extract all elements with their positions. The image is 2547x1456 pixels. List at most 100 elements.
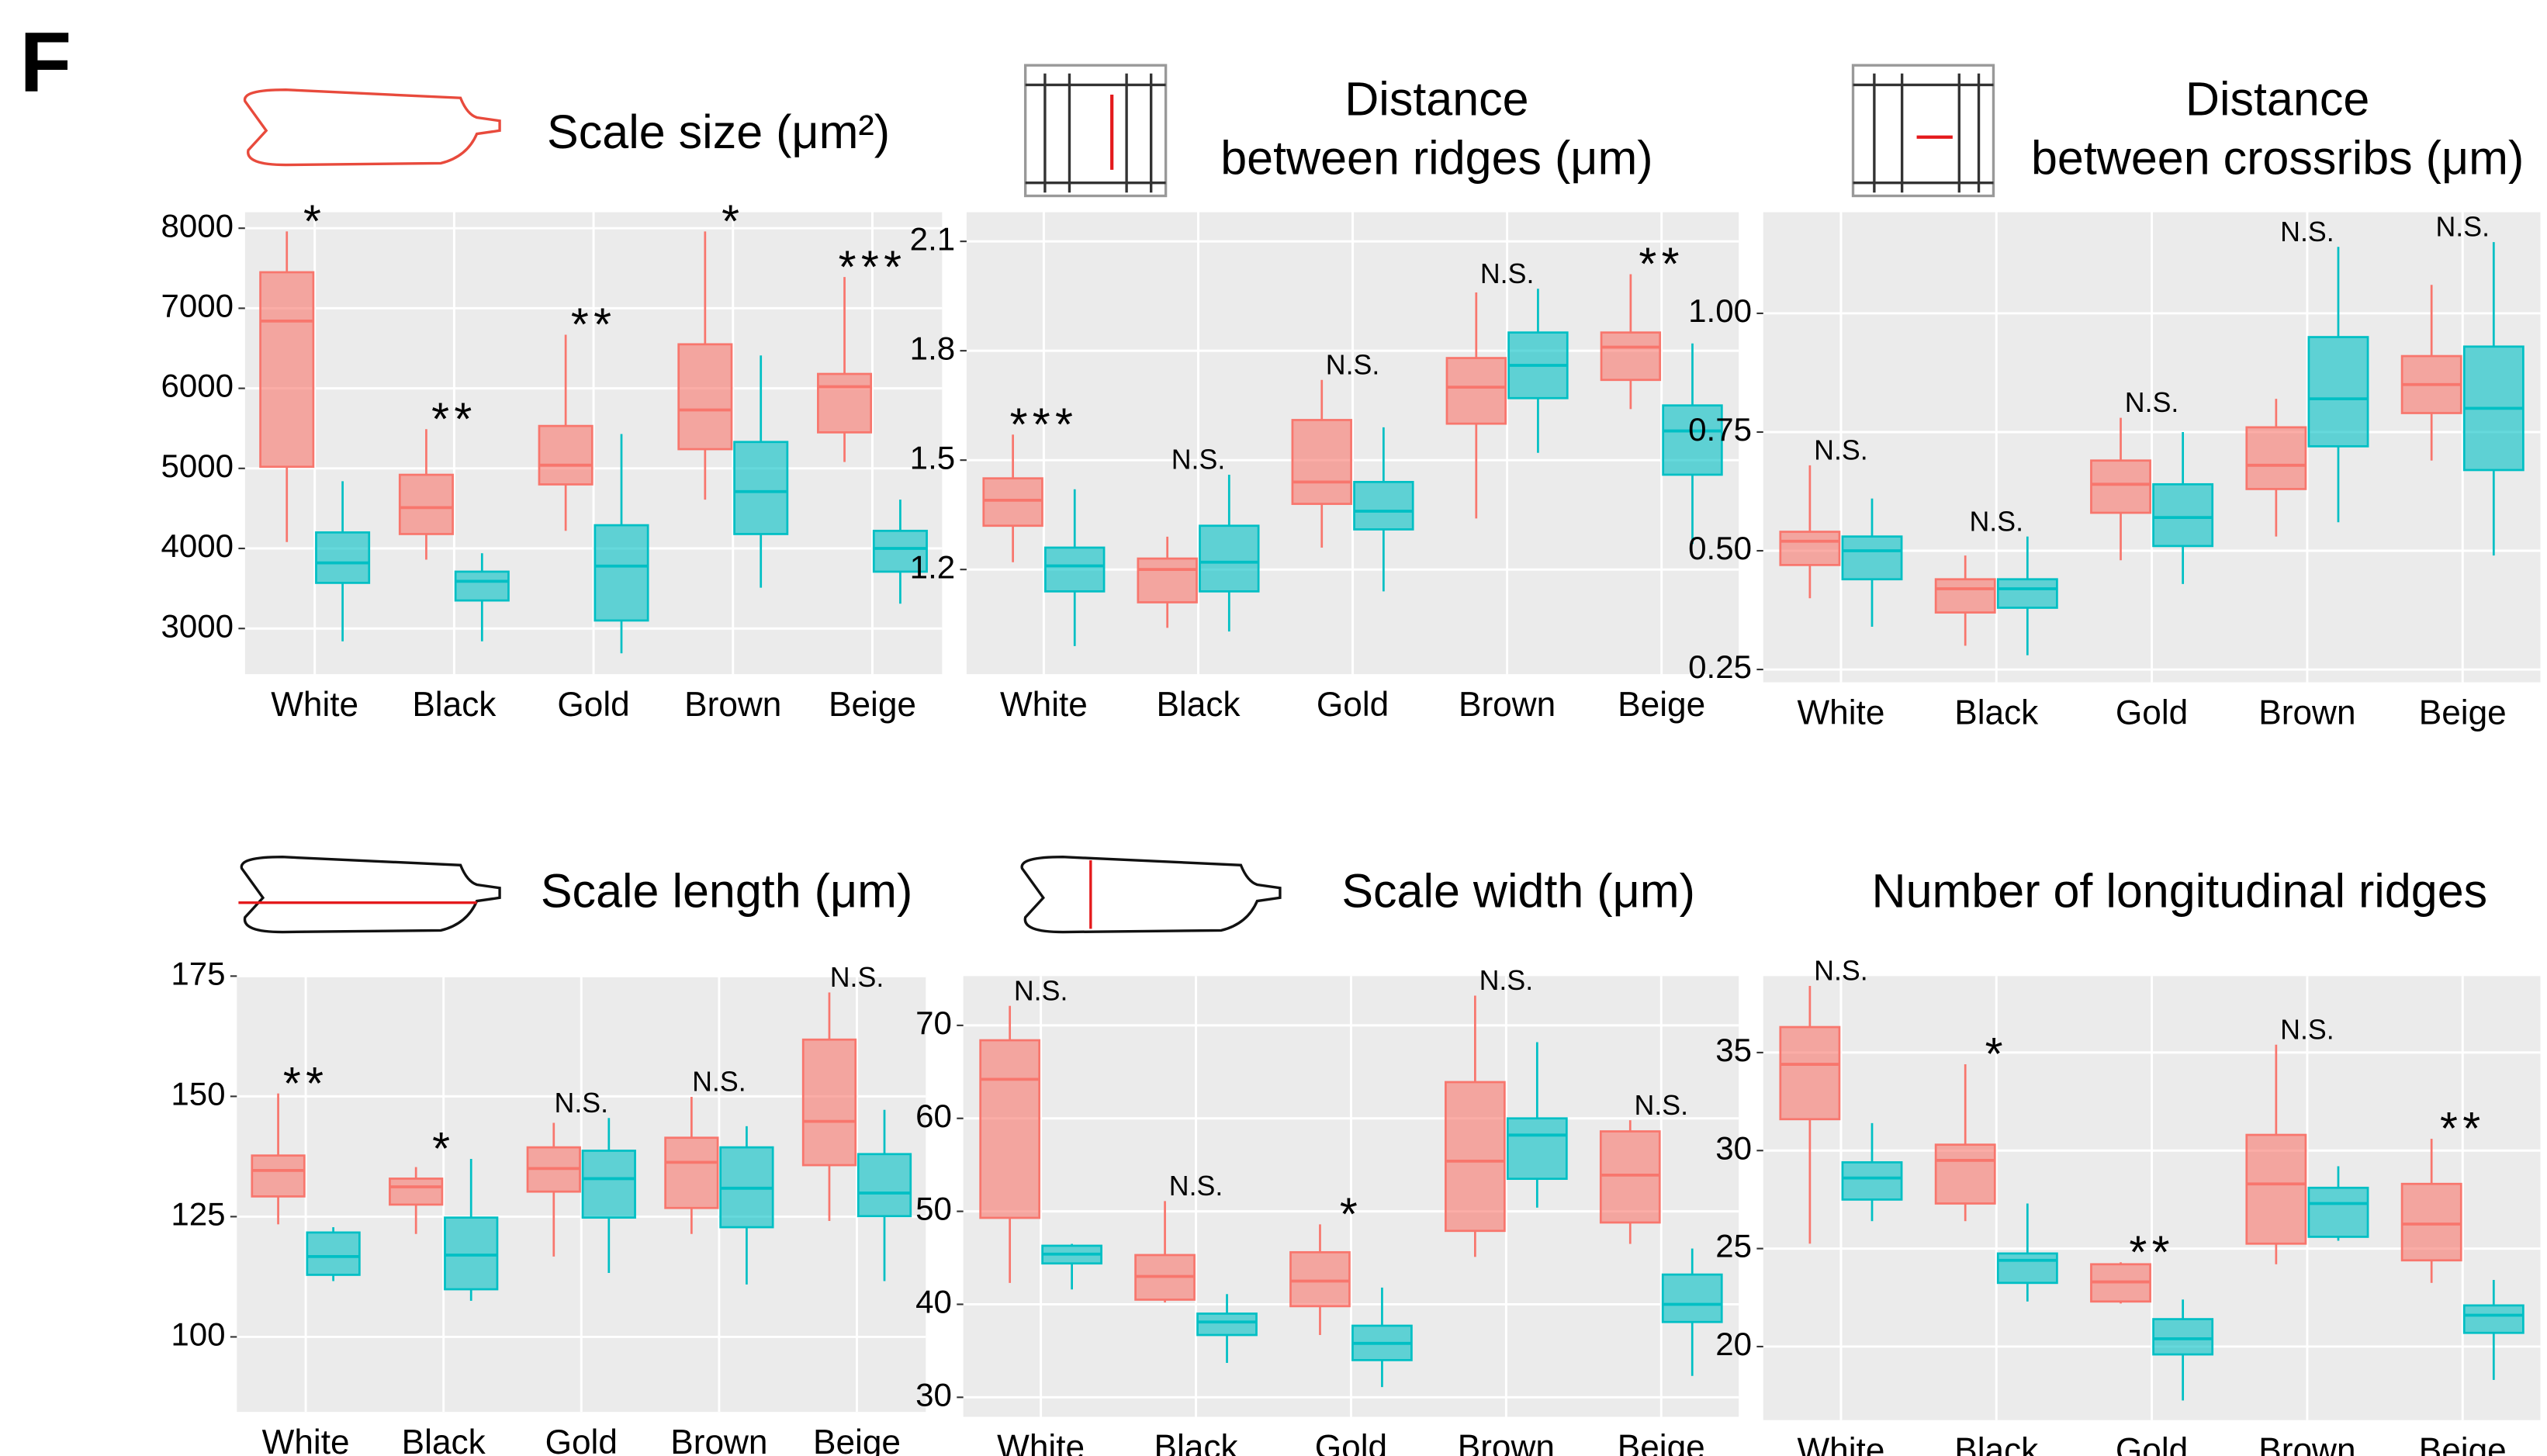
y-tick-label: 3000 [161, 607, 234, 644]
significance: * [722, 196, 744, 247]
significance: N.S. [1480, 258, 1535, 289]
box [2247, 427, 2306, 489]
significance: N.S. [555, 1088, 609, 1119]
y-tick-label: 6000 [161, 368, 234, 404]
x-tick-label: Black [1156, 686, 1241, 724]
scale-icon [245, 90, 500, 165]
box [1663, 1274, 1722, 1322]
width-icon [1022, 857, 1280, 932]
y-tick-label: 150 [171, 1075, 225, 1112]
chart-title: between ridges (μm) [1220, 131, 1652, 184]
x-tick-label: Gold [2116, 693, 2188, 731]
box [679, 344, 732, 449]
chart-title: between crossribs (μm) [2031, 131, 2524, 184]
box [1601, 333, 1660, 380]
y-tick-label: 25 [1715, 1228, 1752, 1264]
chart-title: Number of longitudinal ridges [1872, 864, 2488, 917]
y-tick-label: 1.2 [910, 548, 956, 585]
box [1998, 579, 2057, 608]
box [389, 1178, 441, 1204]
box [1447, 358, 1506, 424]
x-tick-label: Gold [545, 1423, 618, 1456]
box [2402, 1184, 2461, 1261]
x-tick-label: Brown [684, 686, 781, 724]
significance: N.S. [692, 1067, 746, 1098]
box [2247, 1135, 2306, 1243]
significance: N.S. [1969, 506, 2023, 537]
box [984, 479, 1043, 526]
significance: N.S. [2280, 1014, 2334, 1045]
significance: * [303, 196, 326, 247]
x-tick-label: White [1797, 693, 1884, 731]
significance: N.S. [1814, 956, 1868, 987]
y-tick-label: 1.00 [1688, 292, 1752, 329]
significance: N.S. [1171, 444, 1226, 476]
box [666, 1138, 718, 1209]
significance: *** [1010, 399, 1078, 450]
box [307, 1233, 359, 1275]
x-tick-label: Black [1954, 1431, 2039, 1456]
box [1198, 1313, 1257, 1335]
panel-label: F [19, 15, 71, 109]
significance: N.S. [1326, 349, 1380, 380]
y-tick-label: 30 [915, 1376, 952, 1413]
x-tick-label: Gold [557, 686, 629, 724]
y-tick-label: 50 [915, 1191, 952, 1227]
box [1843, 1162, 1902, 1199]
ridge-icon [1026, 65, 1166, 195]
x-tick-label: Brown [2258, 693, 2355, 731]
box [1138, 559, 1197, 602]
box [1045, 548, 1104, 591]
x-tick-label: Gold [2116, 1431, 2188, 1456]
crossrib-icon [1853, 65, 1994, 195]
significance: N.S. [2435, 212, 2490, 243]
significance: ** [1639, 240, 1684, 290]
x-tick-label: Black [412, 686, 497, 724]
y-tick-label: 4000 [161, 527, 234, 564]
x-tick-label: Brown [670, 1423, 767, 1456]
box [1290, 1252, 1349, 1306]
significance: *** [839, 242, 907, 292]
box [1843, 537, 1902, 579]
x-tick-label: White [1000, 686, 1088, 724]
significance: ** [2440, 1104, 2485, 1154]
box [252, 1156, 304, 1197]
box [2309, 337, 2368, 447]
chart-title: Scale size (μm²) [547, 105, 890, 158]
significance: N.S. [1634, 1090, 1688, 1121]
box [1998, 1254, 2057, 1283]
box [261, 272, 313, 467]
box [1445, 1082, 1504, 1231]
x-tick-label: Beige [813, 1423, 901, 1456]
x-tick-label: Gold [1315, 1428, 1387, 1456]
significance: ** [571, 300, 616, 351]
y-tick-label: 8000 [161, 207, 234, 244]
box [2309, 1188, 2368, 1236]
box [1199, 526, 1258, 592]
y-tick-label: 1.8 [910, 330, 956, 366]
box [1507, 1119, 1566, 1179]
y-tick-label: 30 [1715, 1129, 1752, 1166]
box [2154, 484, 2213, 546]
x-tick-label: Brown [2258, 1431, 2355, 1456]
y-tick-label: 70 [915, 1005, 952, 1041]
x-tick-label: Beige [1618, 686, 1705, 724]
box [595, 525, 648, 621]
y-tick-label: 60 [915, 1098, 952, 1134]
chart-title: Distance [1344, 73, 1528, 126]
significance: N.S. [1479, 965, 1534, 996]
box [2154, 1319, 2213, 1354]
box [400, 475, 452, 534]
significance: * [1985, 1029, 2008, 1080]
chart-title: Scale width (μm) [1341, 864, 1695, 917]
box [981, 1040, 1040, 1218]
x-tick-label: Black [402, 1423, 486, 1456]
significance: ** [2129, 1227, 2174, 1278]
box [1936, 579, 1995, 613]
x-tick-label: Beige [1618, 1428, 1705, 1456]
box [445, 1218, 497, 1289]
x-tick-label: Black [1154, 1428, 1239, 1456]
y-tick-label: 40 [915, 1284, 952, 1320]
y-tick-label: 175 [171, 955, 225, 991]
x-tick-label: Beige [2419, 1431, 2507, 1456]
